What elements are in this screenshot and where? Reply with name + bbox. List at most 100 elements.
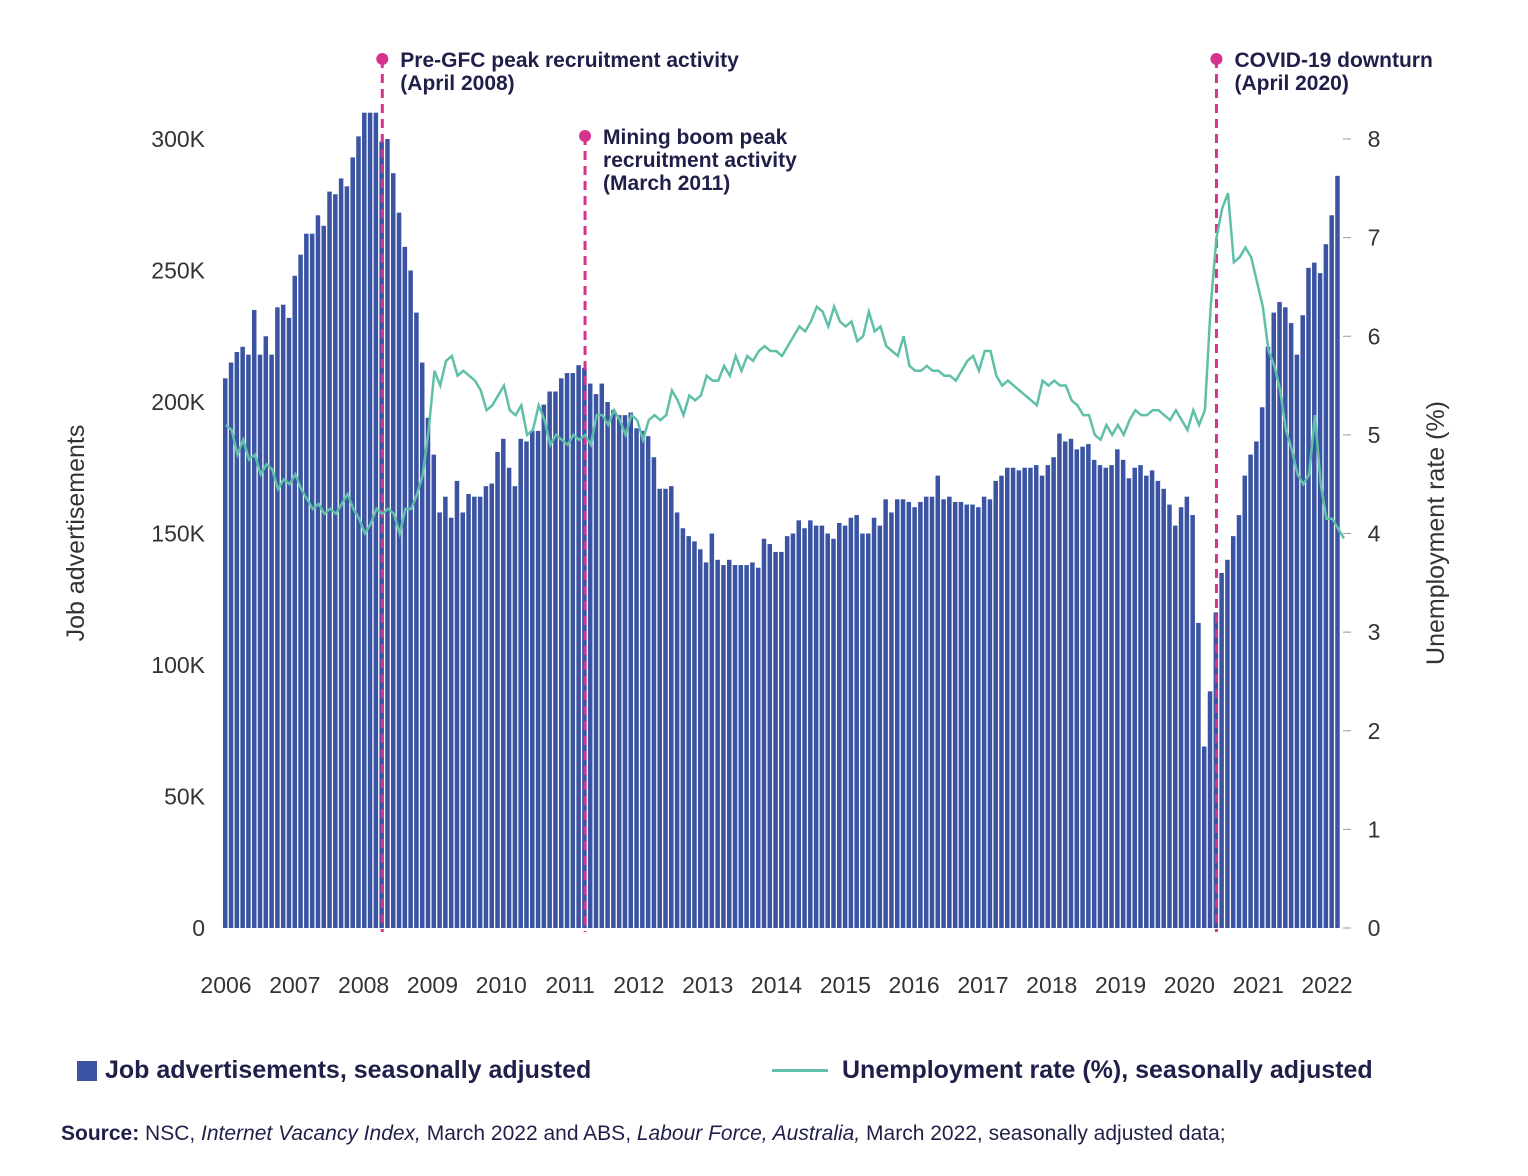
- job-ads-bar: [1132, 467, 1137, 928]
- job-ads-bar: [1248, 454, 1253, 928]
- job-ads-bar: [599, 383, 605, 929]
- job-ads-bar: [941, 499, 946, 928]
- job-ads-bar: [333, 194, 338, 929]
- job-ads-bar: [512, 486, 518, 928]
- job-ads-bar: [616, 415, 622, 928]
- legend-bar: Job advertisements, seasonally adjusted: [77, 1056, 591, 1085]
- job-ads-bar: [1323, 244, 1329, 928]
- x-tick-label: 2021: [1233, 972, 1284, 998]
- job-ads-bar: [906, 501, 912, 928]
- job-ads-bar: [390, 173, 396, 928]
- job-ads-bar: [1016, 470, 1022, 928]
- job-ads-bar: [564, 373, 570, 928]
- job-ads-bar: [784, 536, 790, 928]
- job-ads-bar: [396, 212, 402, 928]
- job-ads-bar: [1230, 536, 1236, 928]
- job-ads-bar: [889, 512, 894, 928]
- job-ads-bar: [622, 415, 628, 928]
- job-ads-bar: [1062, 441, 1068, 928]
- job-ads-bar: [1236, 515, 1242, 928]
- x-tick-label: 2016: [889, 972, 940, 998]
- job-ads-bar: [350, 157, 355, 928]
- job-ads-bar: [918, 501, 923, 928]
- right-tick-label: 2: [1368, 718, 1381, 744]
- job-ads-bar: [651, 457, 657, 928]
- job-ads-bar: [460, 512, 466, 928]
- job-ads-bar: [234, 352, 240, 928]
- job-ads-bar: [518, 438, 523, 928]
- chart: Pre-GFC peak recruitment activity(April …: [62, 49, 1450, 998]
- job-ads-bar: [240, 346, 245, 928]
- left-tick-label: 200K: [151, 389, 205, 415]
- job-ads-bar: [472, 496, 477, 928]
- job-ads-bar: [1265, 346, 1271, 928]
- job-ads-bar: [686, 536, 691, 928]
- job-ads-bar: [275, 307, 280, 928]
- job-ads-bar: [1010, 467, 1016, 928]
- job-ads-bar: [1184, 496, 1190, 928]
- left-tick-label: 300K: [151, 126, 205, 152]
- right-tick-label: 6: [1368, 323, 1381, 349]
- job-ads-bar: [883, 499, 888, 928]
- x-tick-label: 2008: [338, 972, 389, 998]
- job-ads-bar: [1074, 449, 1080, 928]
- job-ads-bar: [894, 499, 900, 928]
- job-ads-bar: [1039, 475, 1045, 928]
- left-axis-title: Job advertisements: [62, 425, 90, 642]
- job-ads-bar: [327, 191, 332, 929]
- annotation-markers: Pre-GFC peak recruitment activity(April …: [376, 49, 1433, 932]
- job-ads-bar: [547, 391, 552, 929]
- job-ads-bar: [802, 528, 807, 928]
- job-ads-bar: [732, 565, 738, 928]
- left-tick-label: 150K: [151, 521, 205, 547]
- job-ads-bar: [448, 517, 454, 928]
- job-ads-bar: [587, 383, 593, 929]
- x-tick-label: 2015: [820, 972, 871, 998]
- annotation-label: COVID-19 downturn: [1234, 49, 1432, 72]
- job-ads-bar: [1115, 449, 1120, 928]
- job-ads-bar: [362, 112, 367, 928]
- job-ads-bar: [1005, 467, 1010, 928]
- job-ads-bar: [1126, 478, 1132, 928]
- job-ads-bar: [257, 354, 263, 928]
- x-tick-label: 2018: [1026, 972, 1077, 998]
- job-ads-bar: [1033, 465, 1039, 928]
- job-ads-bar: [501, 438, 506, 928]
- job-ads-bar: [750, 562, 755, 928]
- job-ads-bar: [842, 525, 848, 928]
- job-ads-bar: [1091, 459, 1097, 928]
- job-ads-bar: [223, 378, 228, 929]
- job-ads-bar: [437, 512, 442, 928]
- right-tick-label: 4: [1368, 521, 1381, 547]
- job-ads-bar: [709, 533, 715, 928]
- job-ads-bar: [1201, 746, 1207, 928]
- right-tick-label: 8: [1368, 126, 1381, 152]
- x-tick-label: 2007: [269, 972, 320, 998]
- job-ads-bar: [860, 533, 865, 928]
- annotation-dot: [376, 53, 389, 65]
- job-ads-bar: [506, 467, 512, 928]
- job-ads-bar: [674, 512, 680, 928]
- job-ads-bar: [298, 254, 303, 929]
- job-ads-bar: [848, 517, 854, 928]
- job-ads-bar: [1225, 559, 1230, 928]
- job-ads-bar: [292, 275, 298, 928]
- job-ads-bar: [854, 515, 859, 928]
- x-tick-label: 2019: [1095, 972, 1146, 998]
- job-ads-bar: [558, 378, 564, 929]
- annotation-label: Mining boom peak: [603, 126, 788, 149]
- job-ads-bar: [628, 412, 634, 928]
- job-ads-bar: [640, 430, 645, 928]
- job-ads-bar: [414, 312, 419, 929]
- right-tick-label: 5: [1368, 422, 1381, 448]
- job-ads-bar: [530, 430, 535, 928]
- job-ads-bar: [1120, 459, 1126, 928]
- x-tick-label: 2009: [407, 972, 458, 998]
- job-ads-bar: [1288, 323, 1294, 929]
- job-ads-bar: [912, 507, 917, 928]
- job-ads-bar: [726, 559, 732, 928]
- source-part1: NSC,: [139, 1122, 202, 1145]
- legend-line: Unemployment rate (%), seasonally adjust…: [772, 1056, 1373, 1085]
- right-axis-ticks: 0 1 2 3 4 5 6 7 8: [1343, 126, 1381, 941]
- job-ads-bar: [1329, 215, 1334, 928]
